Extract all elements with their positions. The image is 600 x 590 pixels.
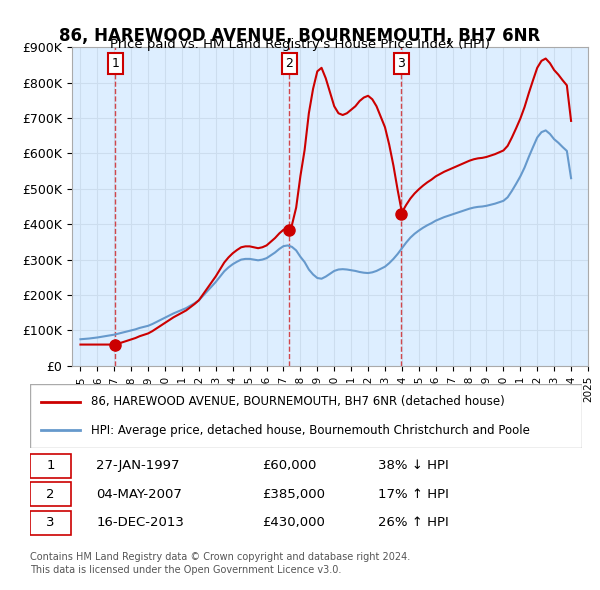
FancyBboxPatch shape [30, 511, 71, 535]
FancyBboxPatch shape [30, 384, 582, 448]
Text: 27-JAN-1997: 27-JAN-1997 [96, 459, 180, 472]
Text: 16-DEC-2013: 16-DEC-2013 [96, 516, 184, 529]
Text: Price paid vs. HM Land Registry's House Price Index (HPI): Price paid vs. HM Land Registry's House … [110, 38, 490, 51]
Text: 17% ↑ HPI: 17% ↑ HPI [378, 487, 449, 501]
Text: £430,000: £430,000 [262, 516, 325, 529]
FancyBboxPatch shape [30, 454, 71, 477]
Text: 1: 1 [46, 459, 55, 472]
Text: 3: 3 [46, 516, 55, 529]
FancyBboxPatch shape [30, 482, 71, 506]
Text: 26% ↑ HPI: 26% ↑ HPI [378, 516, 449, 529]
Text: 2: 2 [285, 57, 293, 70]
Text: 2: 2 [46, 487, 55, 501]
Text: £60,000: £60,000 [262, 459, 316, 472]
Text: 3: 3 [397, 57, 405, 70]
Text: Contains HM Land Registry data © Crown copyright and database right 2024.
This d: Contains HM Land Registry data © Crown c… [30, 552, 410, 575]
Text: 1: 1 [112, 57, 119, 70]
Text: HPI: Average price, detached house, Bournemouth Christchurch and Poole: HPI: Average price, detached house, Bour… [91, 424, 530, 437]
Text: 86, HAREWOOD AVENUE, BOURNEMOUTH, BH7 6NR (detached house): 86, HAREWOOD AVENUE, BOURNEMOUTH, BH7 6N… [91, 395, 505, 408]
Text: 04-MAY-2007: 04-MAY-2007 [96, 487, 182, 501]
Text: £385,000: £385,000 [262, 487, 325, 501]
Text: 38% ↓ HPI: 38% ↓ HPI [378, 459, 449, 472]
Text: 86, HAREWOOD AVENUE, BOURNEMOUTH, BH7 6NR: 86, HAREWOOD AVENUE, BOURNEMOUTH, BH7 6N… [59, 27, 541, 45]
